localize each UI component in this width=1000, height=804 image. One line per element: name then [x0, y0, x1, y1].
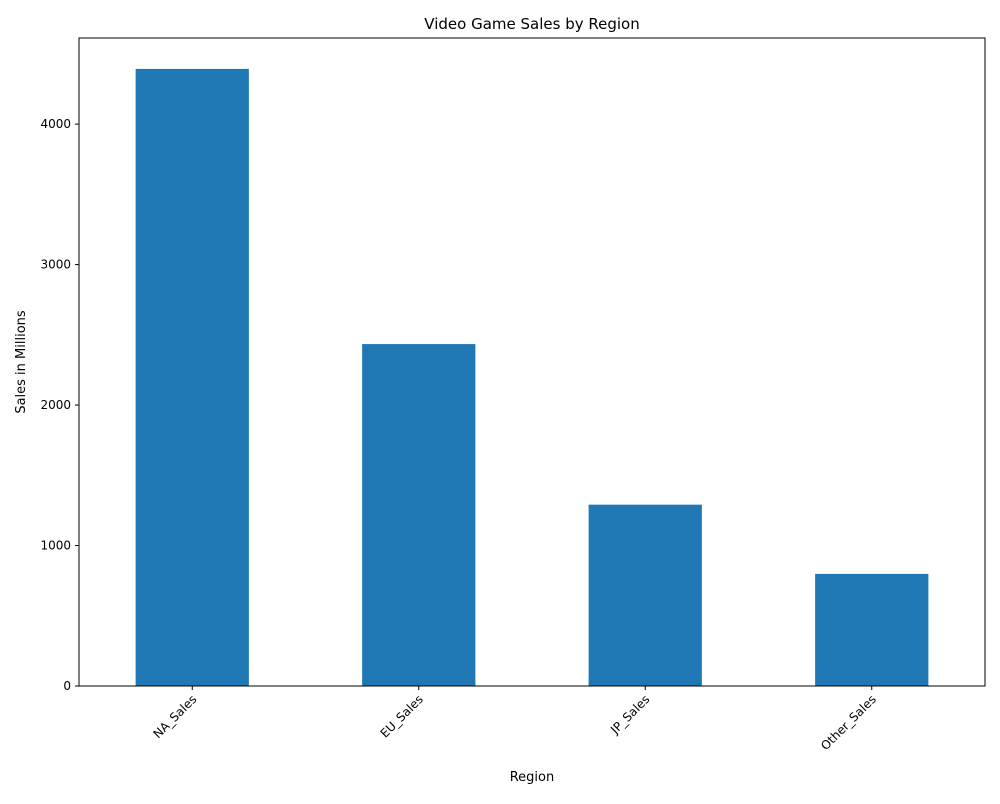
- chart-title: Video Game Sales by Region: [424, 15, 639, 33]
- y-axis-ticks: 0 1000 2000 3000 4000: [40, 117, 79, 693]
- x-tick-label: NA_Sales: [150, 692, 199, 741]
- x-tick-label: JP_Sales: [607, 692, 652, 737]
- bars-layer: [135, 68, 929, 686]
- x-axis-label: Region: [510, 770, 555, 785]
- axes-layer: [78, 37, 986, 687]
- y-tick-label: 2000: [40, 398, 71, 412]
- y-tick-label: 0: [63, 679, 71, 693]
- x-tick-label: Other_Sales: [818, 692, 879, 753]
- y-tick-label: 3000: [40, 258, 71, 272]
- bar-other-sales: [815, 573, 929, 686]
- x-axis-ticks: NA_Sales EU_Sales JP_Sales Other_Sales: [150, 686, 879, 753]
- bar-eu-sales: [362, 344, 476, 686]
- y-axis-label: Sales in Millions: [14, 310, 29, 414]
- bar-jp-sales: [588, 504, 702, 686]
- y-tick-label: 4000: [40, 117, 71, 131]
- bar-na-sales: [135, 68, 249, 686]
- plot-area-frame: [78, 37, 986, 687]
- y-tick-label: 1000: [40, 539, 71, 553]
- x-tick-label: EU_Sales: [378, 692, 426, 740]
